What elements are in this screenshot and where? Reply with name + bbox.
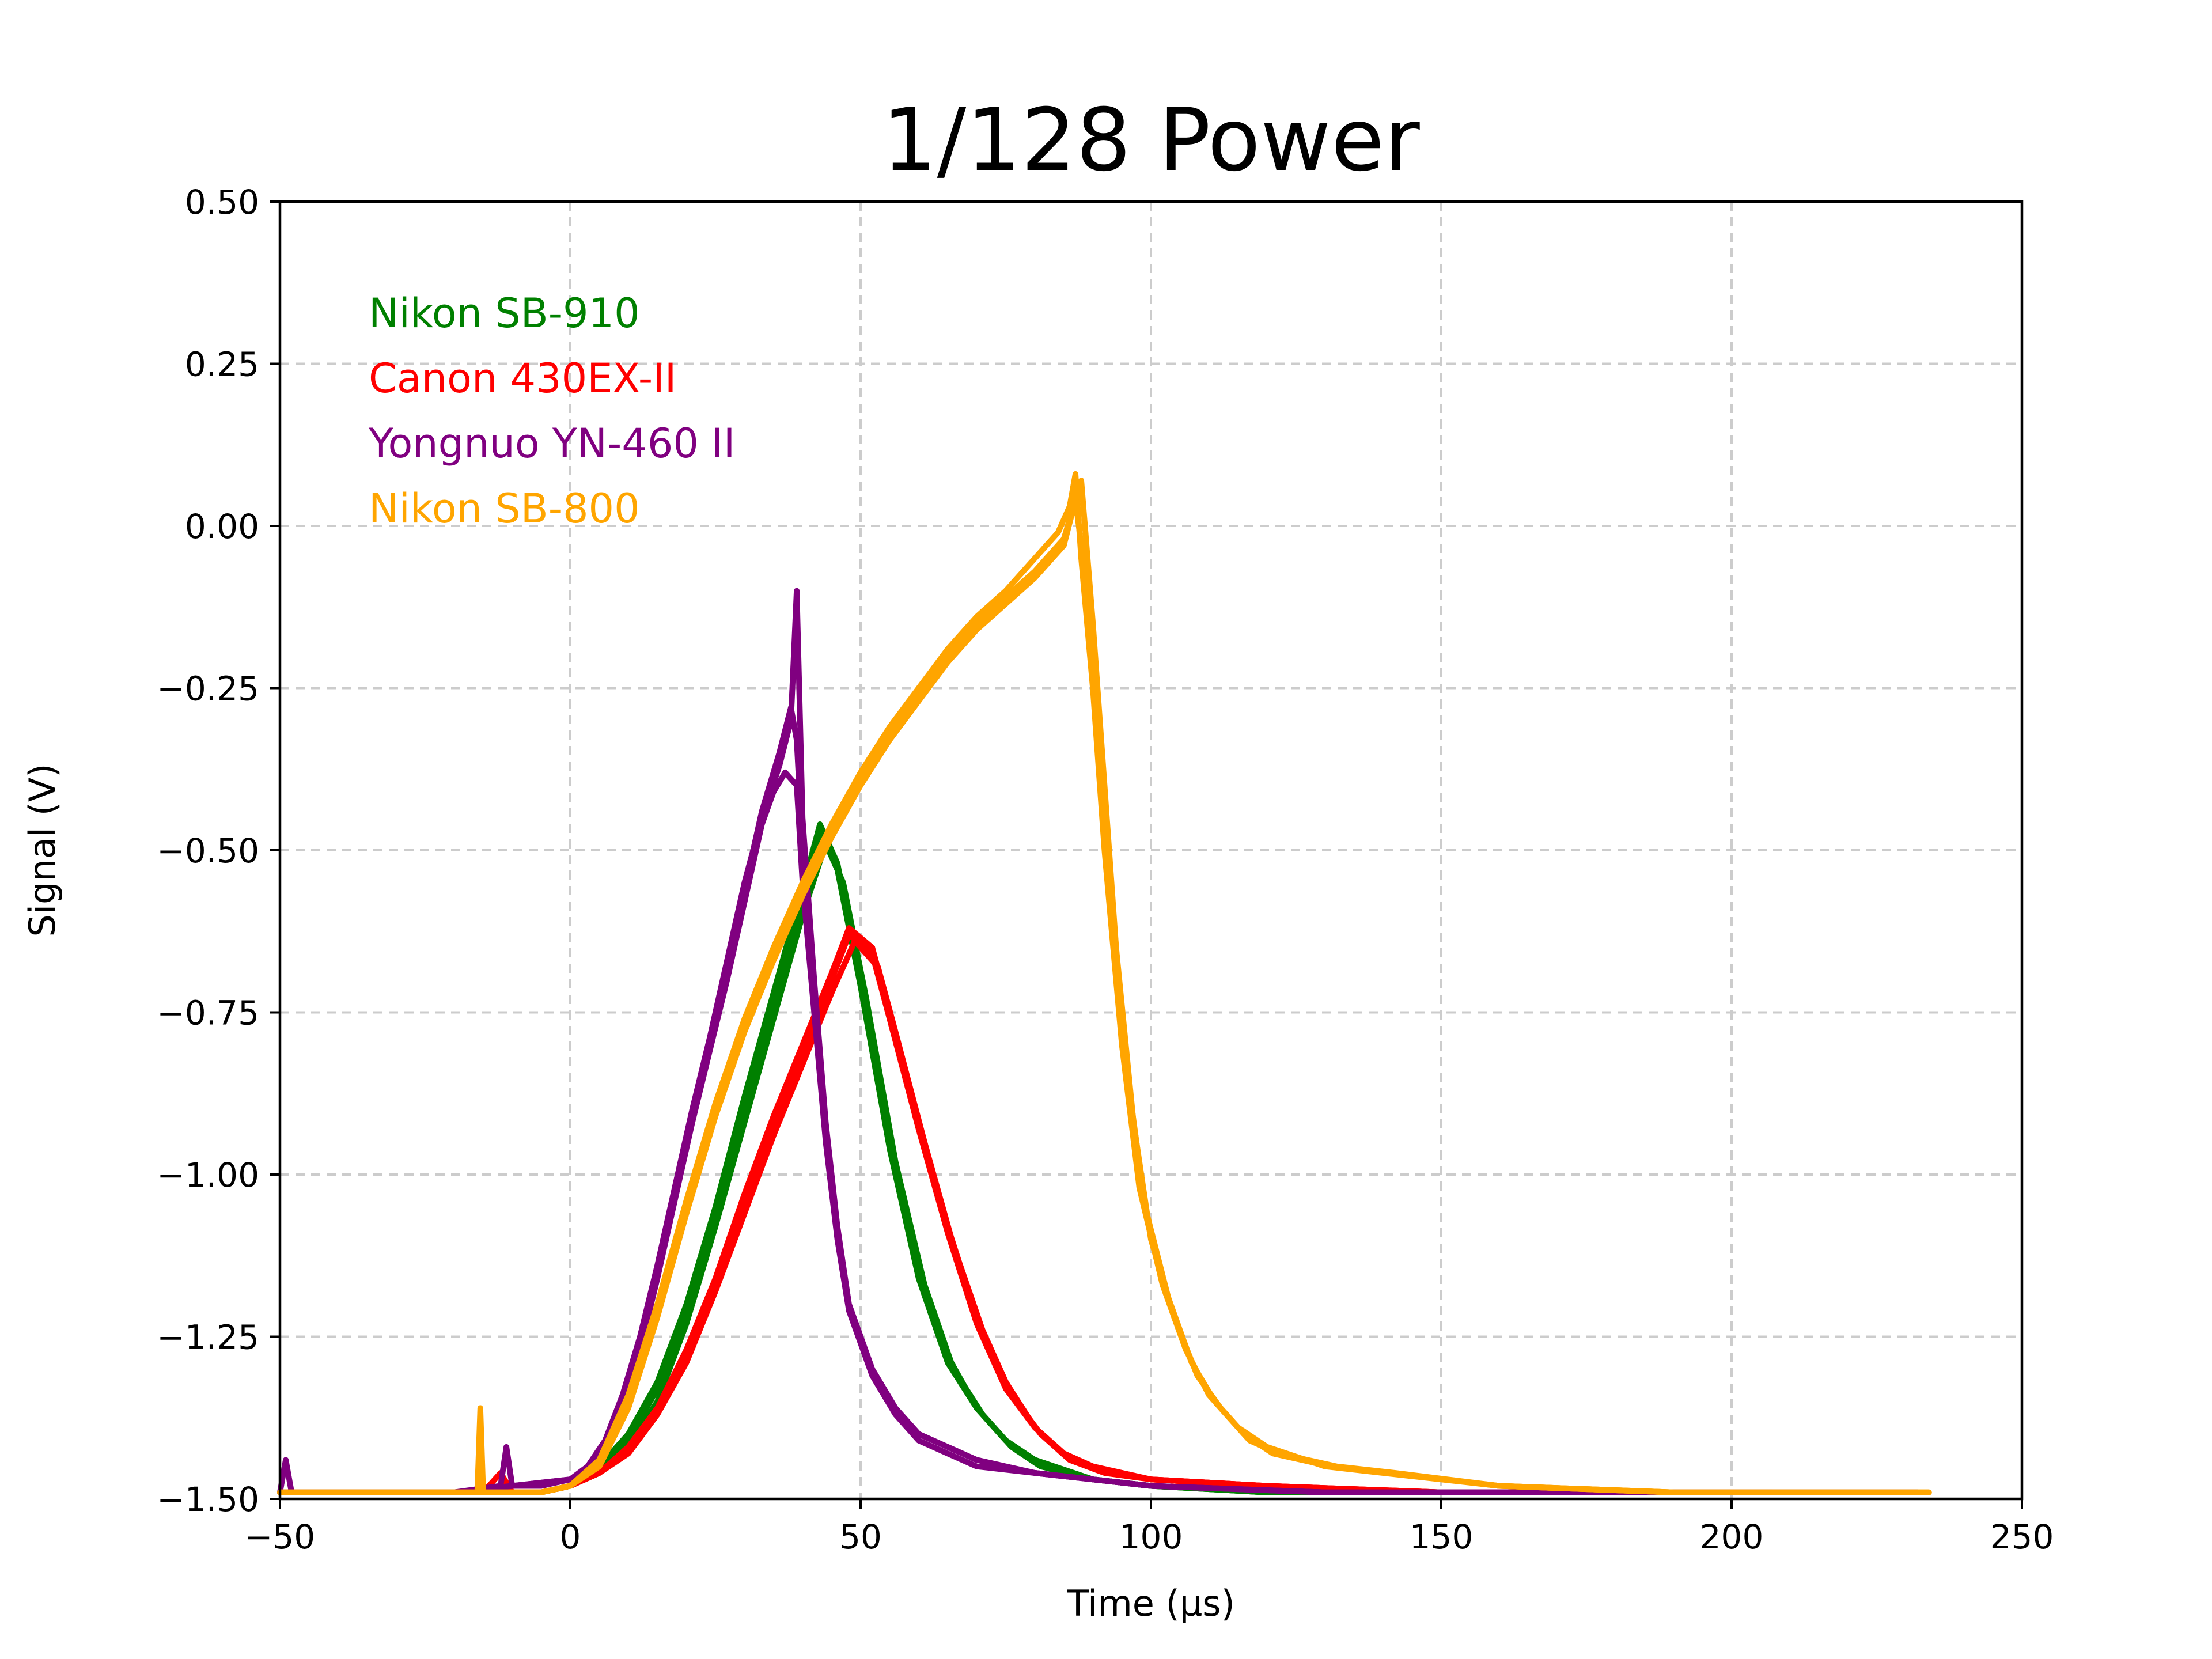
y-tick-label: 0.50	[185, 183, 259, 222]
x-tick-label: 200	[1700, 1517, 1764, 1556]
grid	[280, 202, 2022, 1499]
legend: Nikon SB-910 Canon 430EX-II Yongnuo YN-460…	[368, 290, 735, 532]
x-tick-label: 0	[560, 1517, 581, 1556]
x-axis-title: Time (µs)	[1066, 1582, 1235, 1624]
axis-ticks: −50 0 50 100 150 200 250 0.50 0.25 0.00 −0.25 −0.50…	[157, 183, 2054, 1556]
chart-title: 1/128 Power	[882, 90, 1420, 191]
y-tick-label: −0.75	[157, 994, 259, 1033]
y-tick-label: −0.50	[157, 831, 259, 870]
y-tick-label: −1.25	[157, 1318, 259, 1357]
y-tick-label: 0.25	[185, 345, 259, 384]
y-tick-label: −1.50	[157, 1480, 259, 1519]
x-tick-label: −50	[245, 1517, 315, 1556]
x-tick-label: 150	[1410, 1517, 1474, 1556]
legend-entry: Yongnuo YN-460 II	[368, 420, 735, 467]
x-tick-label: 250	[1990, 1517, 2054, 1556]
legend-entry: Canon 430EX-II	[369, 355, 676, 402]
y-tick-label: 0.00	[185, 507, 259, 546]
y-axis-title: Signal (V)	[21, 764, 63, 937]
x-tick-label: 50	[839, 1517, 882, 1556]
plot-area	[277, 471, 1932, 1495]
legend-entry: Nikon SB-910	[369, 290, 640, 337]
series-line-1-trace-2	[277, 931, 1775, 1495]
legend-entry: Nikon SB-800	[369, 485, 640, 532]
x-tick-label: 100	[1119, 1517, 1183, 1556]
series-line-3-trace-2	[277, 478, 1932, 1495]
y-tick-label: −0.25	[157, 669, 259, 709]
y-tick-label: −1.00	[157, 1156, 259, 1195]
